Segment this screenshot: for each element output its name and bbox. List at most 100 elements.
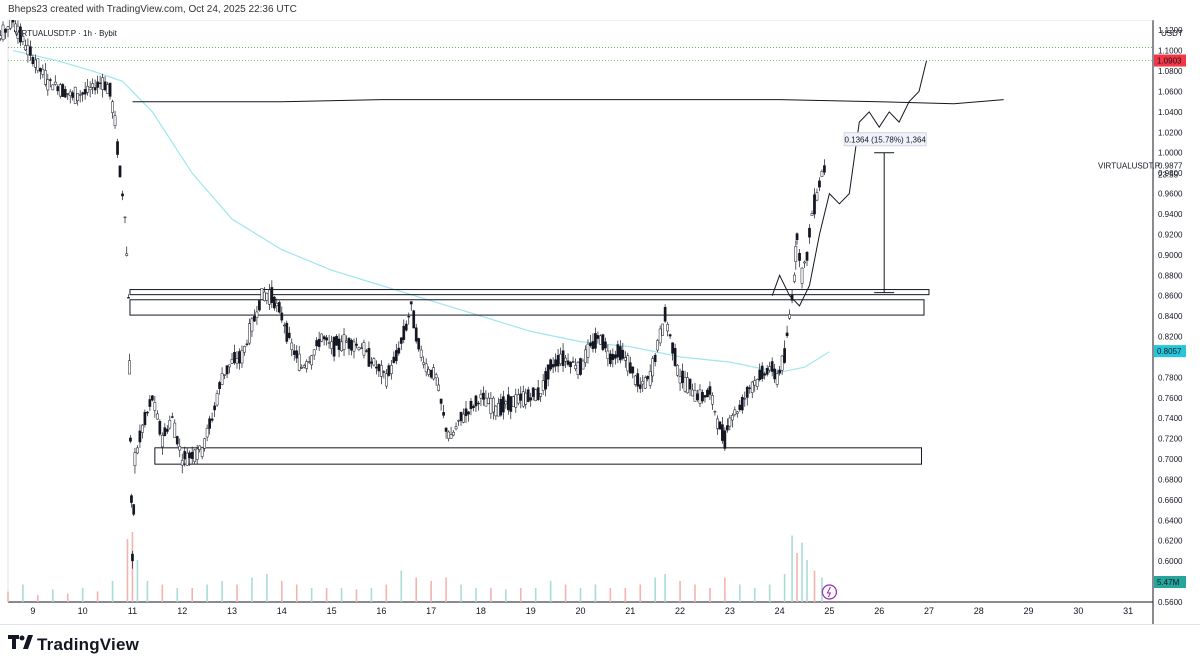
candle-body (380, 365, 383, 377)
candle-body (477, 402, 480, 405)
candle-body (26, 45, 30, 56)
candle-body (594, 333, 597, 349)
candle-body (315, 340, 319, 347)
currency-label: USDT (1161, 29, 1183, 38)
volume-bar (161, 584, 164, 602)
candle-body (327, 342, 331, 344)
candle-body (653, 354, 657, 362)
candle-body (106, 84, 109, 94)
candle-body (419, 349, 423, 358)
x-tick-label: 12 (177, 606, 187, 616)
candle-body (195, 448, 199, 460)
candle-body (760, 365, 764, 379)
y-tick-label: 0.9400 (1158, 210, 1183, 219)
candle-body (14, 23, 17, 33)
candle-body (497, 403, 500, 417)
candle-body (691, 389, 694, 397)
candle-body (763, 373, 767, 376)
candle-body (268, 289, 271, 305)
candle-body (773, 368, 777, 380)
candle-body (6, 26, 10, 30)
y-tick-label: 0.8400 (1158, 312, 1183, 321)
candle-body (663, 307, 667, 322)
candle-body (668, 334, 672, 337)
candle-body (601, 334, 605, 350)
candle-body (71, 92, 75, 98)
candle-body (93, 87, 97, 91)
volume-bar (475, 588, 477, 602)
footer: TradingView (0, 624, 1200, 668)
y-tick-label: 0.6000 (1158, 557, 1183, 566)
volume-bar (709, 588, 711, 602)
volume-bar (37, 595, 39, 602)
candle-body (96, 81, 99, 88)
lower-zone (154, 447, 923, 465)
candle-body (240, 350, 244, 364)
candle-body (228, 364, 231, 368)
candle-body (31, 57, 35, 65)
candle-body (297, 353, 301, 371)
y-tick-label: 0.8200 (1158, 333, 1183, 342)
candle-body (133, 452, 137, 467)
volume-bar (534, 588, 537, 602)
candle-body (230, 358, 234, 364)
y-tick-label: 0.8800 (1158, 271, 1183, 280)
candle-body (121, 193, 124, 197)
volume-bar (445, 577, 447, 602)
price-chart[interactable]: 1.1200 1.1000 1.0800 1.0600 1.0400 1.0200 1.00… (0, 20, 1200, 624)
candle-body (153, 402, 157, 411)
x-tick-label: 13 (227, 606, 237, 616)
volume-bar (281, 581, 283, 602)
y-tick-label: 0.9600 (1158, 190, 1183, 199)
candle-body (464, 408, 468, 417)
volume-bar (654, 577, 656, 602)
candle-body (788, 314, 791, 319)
candle-body (462, 413, 465, 423)
candle-body (392, 356, 396, 363)
volume-bar (295, 584, 298, 602)
y-tick-label: 0.9800 (1158, 169, 1183, 178)
candle-body (609, 353, 612, 365)
volume-bar (694, 584, 696, 602)
candle-body (155, 413, 159, 420)
candle-body (636, 373, 640, 387)
candles (0, 20, 826, 569)
candle-body (345, 340, 348, 343)
candle-body (531, 387, 535, 397)
candle-body (765, 367, 769, 375)
x-tick-label: 24 (775, 606, 785, 616)
candle-body (459, 411, 463, 422)
candle-body (452, 431, 455, 436)
candle-body (350, 339, 353, 351)
symbol-legend: VIRTUALUSDT.P · 1h · Bybit (14, 29, 118, 38)
candle-body (661, 323, 664, 336)
candle-body (449, 434, 453, 439)
candle-body (599, 335, 602, 345)
volume-bar (81, 588, 84, 602)
candle-body (141, 424, 144, 433)
candle-body (701, 392, 704, 402)
candle-body (780, 355, 784, 371)
candle-body (539, 393, 543, 397)
candle-body (818, 180, 821, 188)
candle-body (581, 360, 585, 370)
candle-body (541, 380, 545, 391)
candle-body (487, 397, 490, 404)
candle-body (618, 346, 622, 361)
moving-average-line (12, 50, 830, 373)
volume-badge-bg (1154, 576, 1186, 588)
candle-body (427, 369, 431, 375)
candle-body (272, 296, 276, 309)
candle-body (36, 58, 40, 71)
candle-body (586, 343, 590, 358)
candle-body (738, 404, 742, 411)
x-tick-label: 14 (277, 606, 287, 616)
measure-label-box (843, 132, 927, 147)
x-tick-label: 16 (376, 606, 386, 616)
candle-body (805, 251, 809, 261)
x-tick-label: 26 (874, 606, 884, 616)
candle-body (681, 370, 684, 384)
candle-body (210, 418, 214, 421)
candle-body (360, 347, 363, 350)
volume-bar (639, 584, 642, 602)
